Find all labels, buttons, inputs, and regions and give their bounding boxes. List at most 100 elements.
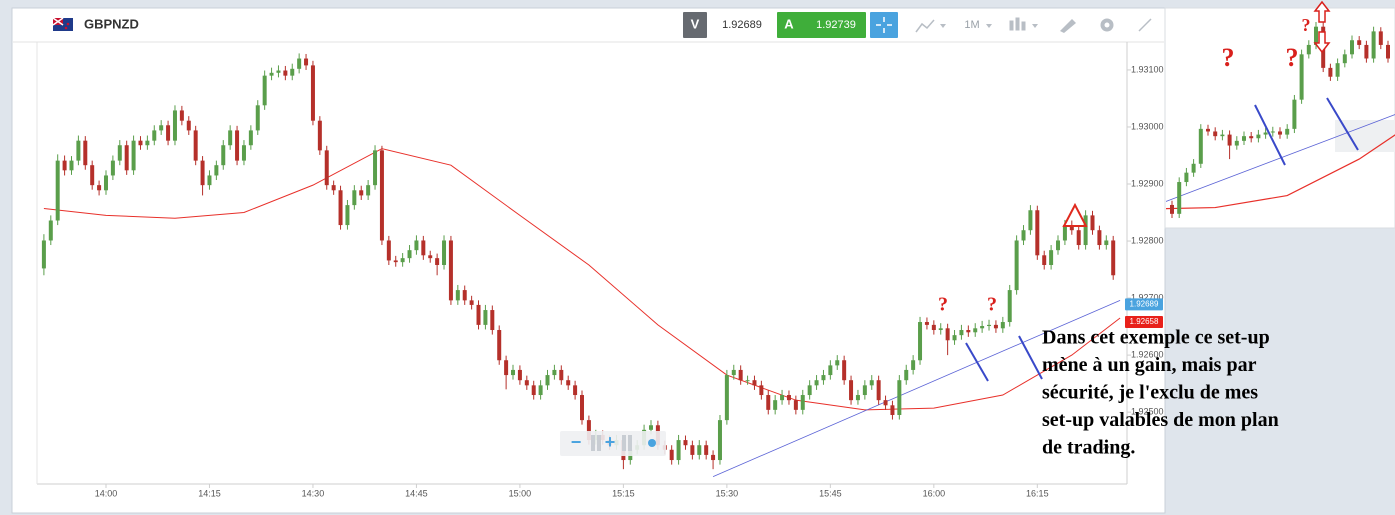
candle-body (980, 326, 985, 329)
sell-button[interactable] (683, 12, 707, 38)
candle-body (1184, 172, 1189, 183)
candle-body (648, 425, 653, 430)
candle-body (179, 110, 184, 121)
candle-body (55, 160, 60, 221)
candle-body (483, 310, 488, 325)
candle-body (276, 70, 281, 73)
candle-body (497, 330, 502, 361)
candle-body (559, 369, 564, 381)
candle-body (1263, 132, 1268, 135)
candle-body (738, 369, 743, 381)
x-tick-label: 15:30 (716, 488, 739, 498)
inset-question-mark: ? (1302, 15, 1311, 35)
candle-body (1097, 230, 1102, 246)
candle-body (911, 360, 916, 370)
candle-body (1021, 230, 1026, 241)
candle-body (538, 385, 543, 396)
candle-body (780, 395, 785, 401)
candle-body (1111, 240, 1116, 276)
x-tick-label: 14:15 (198, 488, 221, 498)
zoom-in[interactable]: + (605, 432, 616, 452)
sell-label[interactable]: V (691, 16, 700, 31)
candle-body (41, 240, 46, 269)
candle-body (241, 145, 246, 161)
toolbar-icons[interactable] (915, 17, 1152, 33)
buy-label[interactable]: A (784, 16, 794, 31)
buy-button[interactable] (777, 12, 866, 38)
setup-strokes (965, 335, 1043, 382)
candle-body (90, 165, 95, 186)
note-line: mène à un gain, mais par (1042, 354, 1257, 376)
candle-body (1371, 31, 1376, 59)
candle-body (1076, 230, 1081, 246)
candle-body (1104, 240, 1109, 246)
candle-body (490, 310, 495, 331)
zoom-controls (560, 431, 666, 456)
candle-body (455, 290, 460, 301)
note-line: de trading. (1042, 437, 1135, 459)
candle-body (1170, 204, 1174, 214)
candle-body (1191, 163, 1196, 173)
candle-body (1386, 44, 1390, 59)
candle-body (310, 65, 315, 121)
candle-body (931, 324, 936, 331)
candle-body (469, 300, 474, 305)
y-tick-label: 1.92600 (1131, 349, 1164, 359)
candle-body (1049, 250, 1054, 265)
candle-body (973, 328, 978, 333)
candle-body (393, 260, 398, 263)
candle-body (1328, 67, 1333, 77)
flag (52, 17, 73, 31)
candle-body (938, 328, 943, 331)
zoom-out[interactable]: − (571, 432, 582, 452)
crosshair-button[interactable] (870, 12, 898, 38)
timeframe[interactable]: 1M (964, 19, 979, 31)
candle-body (1042, 255, 1047, 265)
candle-body (1069, 225, 1074, 231)
candle-body (683, 440, 688, 446)
candle-body (200, 160, 205, 186)
y-tick-label: 1.92500 (1131, 407, 1164, 417)
candle-body (221, 145, 226, 166)
candle-body (1062, 225, 1067, 241)
plot (41, 53, 1121, 477)
candle-body (186, 120, 191, 131)
y-tick-label: 1.93000 (1131, 121, 1164, 131)
candle-body (1014, 240, 1019, 291)
scroll-right[interactable]: » (1102, 438, 1110, 454)
candle-body (366, 185, 371, 196)
y-tick-label: 1.92800 (1131, 235, 1164, 245)
candle-body (800, 395, 805, 410)
x-tick-label: 14:00 (95, 488, 118, 498)
candle-body (511, 369, 516, 376)
candle-body (1220, 134, 1225, 137)
question-mark: ? (987, 294, 997, 316)
sell-price[interactable]: 1.92689 (722, 19, 762, 31)
candle-body (324, 150, 329, 186)
candle-body (69, 160, 74, 171)
candle-body (835, 360, 840, 366)
inset-panel (1164, 7, 1395, 229)
candle-body (345, 205, 350, 226)
candle-body (531, 385, 536, 396)
trend-line (712, 299, 1121, 477)
candle-body (435, 258, 440, 265)
x-tick-label: 14:45 (405, 488, 428, 498)
candle-body (966, 330, 971, 333)
candle-body (828, 365, 833, 376)
inset-question-mark: ? (1286, 43, 1299, 72)
candle-body (807, 385, 812, 396)
candle-body (524, 380, 529, 386)
candle-body (166, 125, 171, 141)
inset-arrows (1313, 0, 1331, 54)
candle-body (924, 322, 929, 325)
price-tag (1125, 316, 1163, 329)
candle-body (1227, 134, 1232, 146)
inset-setup-strokes (1254, 97, 1359, 166)
price-tag-label: 1.92689 (1130, 299, 1159, 308)
note: Dans cet exemple ce set-up mène à un gain… (1042, 327, 1279, 459)
candle-body (317, 120, 322, 151)
buy-price[interactable]: 1.92739 (816, 19, 856, 31)
inset-axis-band (1335, 120, 1395, 152)
candle-body (987, 324, 992, 327)
